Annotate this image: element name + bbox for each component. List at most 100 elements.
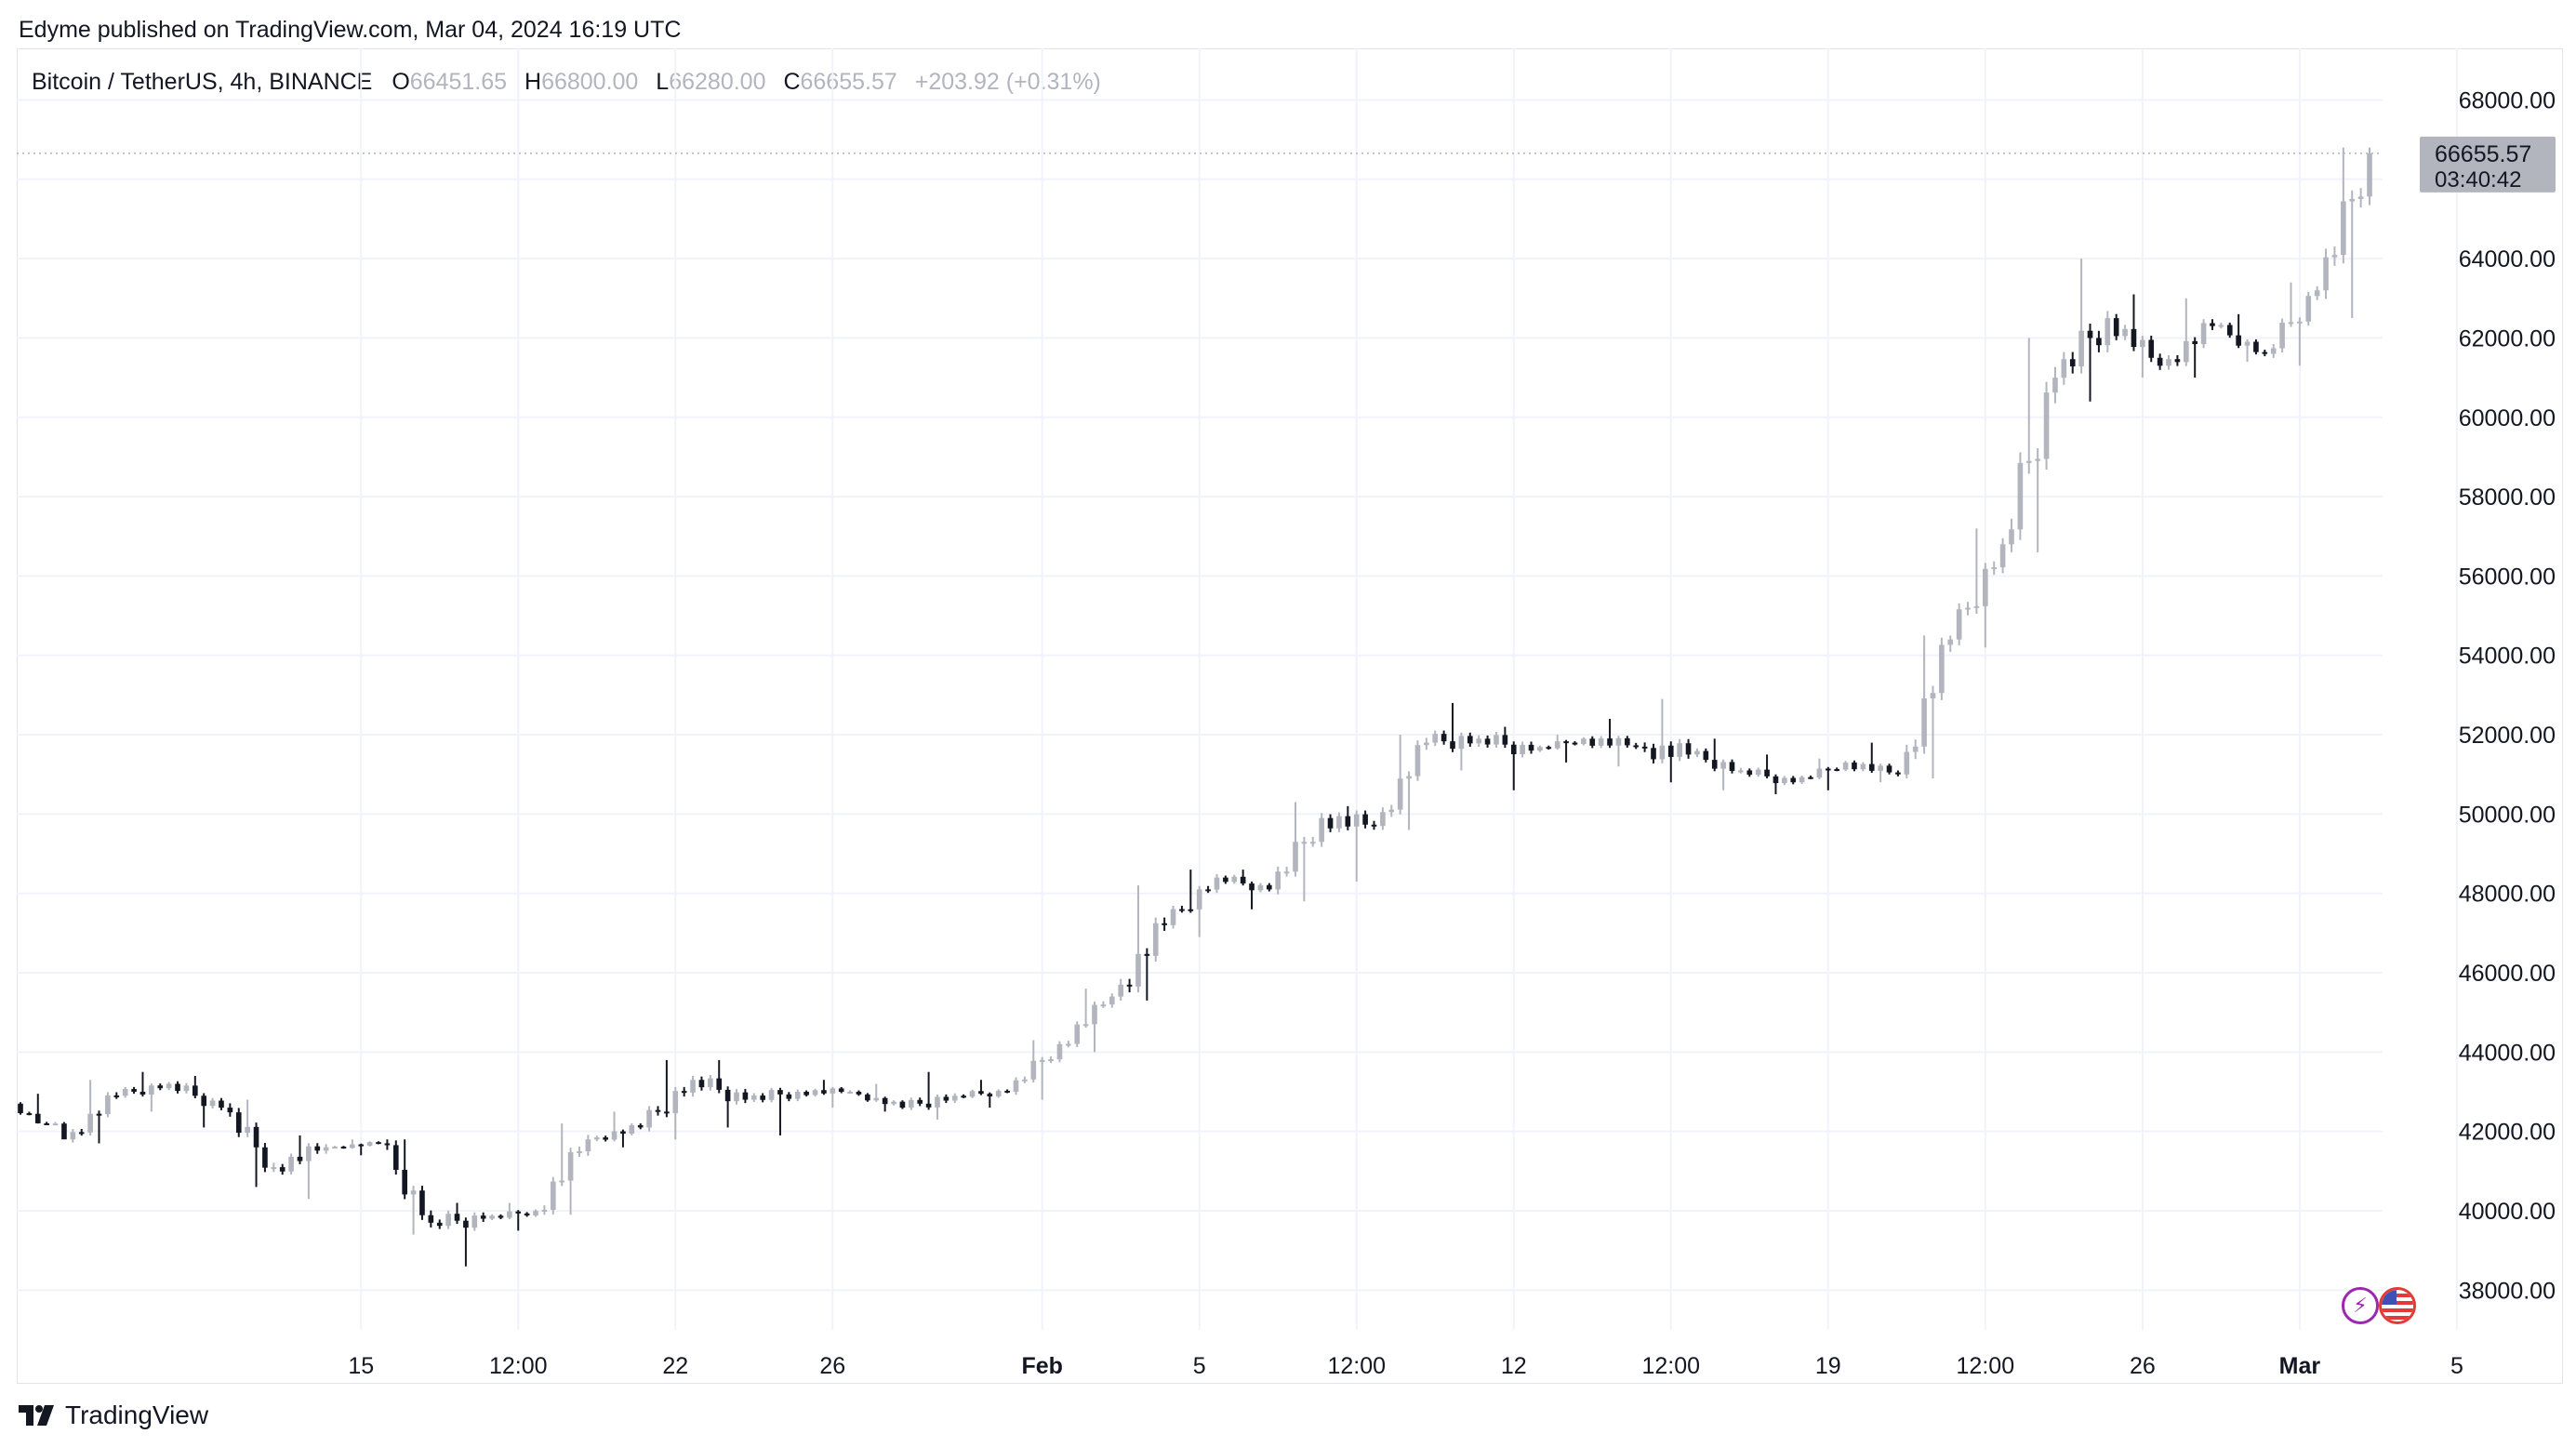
candle-body <box>611 1131 617 1140</box>
candle-body <box>1651 748 1656 760</box>
candle-body <box>1773 776 1779 784</box>
candle-body <box>61 1123 67 1140</box>
candle-body <box>1973 605 1980 608</box>
y-tick-label: 48000.00 <box>2459 882 2556 908</box>
candle-body <box>1878 765 1883 771</box>
candle-body <box>471 1215 478 1228</box>
candle-body <box>436 1222 443 1227</box>
candle-body <box>1755 769 1761 776</box>
candle-body <box>1030 1060 1037 1080</box>
x-tick-label: 26 <box>2130 1353 2156 1379</box>
tradingview-brand: TradingView <box>65 1401 209 1429</box>
candle-body <box>1205 889 1211 892</box>
candle-body <box>463 1220 469 1228</box>
candle-body <box>1703 750 1709 761</box>
candle-body <box>1188 909 1194 911</box>
y-tick-label: 56000.00 <box>2459 564 2556 590</box>
x-tick-label: 26 <box>819 1353 845 1379</box>
candle-body <box>664 1111 670 1114</box>
candle-body <box>2367 153 2372 197</box>
candle-body <box>175 1083 180 1092</box>
candle-body <box>1633 745 1640 748</box>
candle-body <box>978 1091 984 1095</box>
candle-body <box>253 1126 259 1148</box>
candle-body <box>201 1095 207 1107</box>
candle-body <box>891 1101 896 1105</box>
candle-body <box>2087 330 2093 339</box>
candle-body <box>1231 876 1238 883</box>
candle-body <box>209 1100 216 1107</box>
candle-body <box>271 1167 277 1170</box>
candle-body <box>1607 738 1613 746</box>
candle-body <box>235 1112 242 1134</box>
candle-body <box>2009 529 2014 545</box>
x-tick-label: 12:00 <box>489 1353 548 1379</box>
candle-body <box>1615 737 1622 746</box>
x-tick-label: Mar <box>2279 1353 2321 1379</box>
candle-body <box>2017 462 2024 530</box>
candle-body <box>2061 359 2067 378</box>
candle-body <box>690 1080 696 1093</box>
candle-body <box>1520 744 1525 755</box>
candle-body <box>750 1095 757 1100</box>
candle-body <box>2183 340 2189 363</box>
candle-body <box>2105 318 2111 346</box>
candle-body <box>629 1124 635 1134</box>
candle-body <box>139 1092 146 1095</box>
candle-body <box>44 1122 49 1125</box>
symbol-label[interactable]: Bitcoin / TetherUS, 4h, BINANCE <box>32 69 373 95</box>
candle-body <box>1240 876 1246 884</box>
candle-body <box>873 1097 880 1101</box>
candle-body <box>1257 884 1264 891</box>
candle-body <box>2253 341 2259 352</box>
candle-body <box>2096 338 2102 346</box>
candle-body <box>306 1146 312 1162</box>
candle-body <box>2288 322 2294 325</box>
candle-body <box>794 1092 801 1099</box>
candle-body <box>1118 984 1123 997</box>
candle-body <box>1659 745 1666 760</box>
candle-body <box>524 1213 530 1216</box>
x-tick-label: 12 <box>1501 1353 1527 1379</box>
candle-body <box>760 1095 765 1100</box>
candle-body <box>1799 777 1805 783</box>
tradingview-logo-icon <box>19 1405 54 1426</box>
candle-body <box>288 1156 294 1172</box>
candle-body <box>2218 325 2224 327</box>
candle-body <box>1022 1079 1028 1082</box>
candle-body <box>445 1214 451 1227</box>
candle-body <box>541 1209 548 1212</box>
x-tick-label: 5 <box>1193 1353 1206 1379</box>
candle-body <box>1048 1059 1054 1062</box>
open-value: 66451.65 <box>409 69 508 95</box>
candle-body <box>1432 734 1439 743</box>
candle-body <box>1921 697 1927 747</box>
candle-body <box>1441 734 1447 742</box>
candle-body <box>1746 770 1753 776</box>
candle-body <box>533 1211 538 1216</box>
candle-body <box>1414 745 1421 777</box>
bolt-icon[interactable]: ⚡ <box>2342 1287 2379 1324</box>
candle-body <box>350 1144 355 1148</box>
candle-body <box>1816 768 1823 778</box>
candle-body <box>768 1090 775 1100</box>
candle-body <box>70 1132 76 1140</box>
us-flag-icon[interactable] <box>2379 1287 2416 1324</box>
chart-frame[interactable] <box>17 48 2563 1384</box>
candle-body <box>1694 750 1700 755</box>
candle-body <box>1283 871 1290 874</box>
y-tick-label: 46000.00 <box>2459 961 2556 987</box>
candle-body <box>1476 738 1482 744</box>
y-tick-label: 54000.00 <box>2459 644 2556 670</box>
candle-body <box>2113 318 2119 337</box>
candle-body <box>2236 335 2241 346</box>
candle-body <box>742 1092 749 1100</box>
candle-body <box>1868 763 1875 771</box>
candle-body <box>1056 1043 1063 1060</box>
low-label: L <box>656 69 670 95</box>
candle-body <box>1842 762 1849 770</box>
candle-body <box>1939 644 1945 694</box>
candle-body <box>2314 290 2320 297</box>
last-price-tag <box>2420 136 2556 192</box>
